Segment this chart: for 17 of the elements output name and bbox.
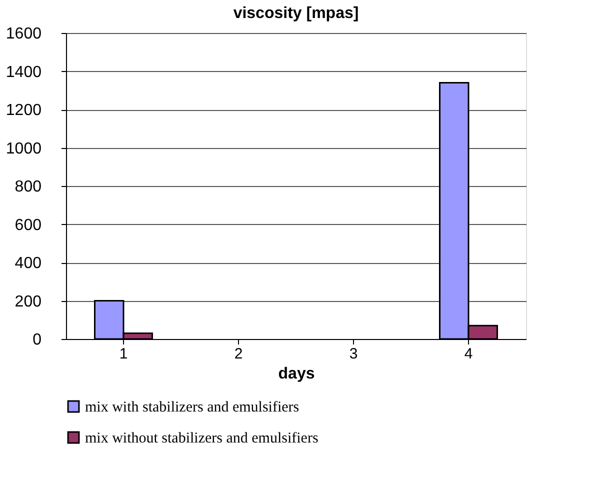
chart-title: viscosity [mpas] [233,5,359,22]
y-tick-label: 800 [14,178,42,196]
x-axis-title: days [278,366,315,382]
legend-label: mix with stabilizers and emulsifiers [85,400,300,416]
legend-label: mix without stabilizers and emulsifiers [85,430,318,446]
y-tick-label: 200 [14,293,42,310]
y-tick-label: 400 [14,255,42,272]
y-tick-label: 1600 [6,26,42,42]
x-tick-label: 3 [349,346,358,362]
x-tick-label: 1 [119,346,128,362]
y-tick-label: 1200 [6,102,42,119]
y-tick-label: 0 [32,332,42,348]
x-tick-label: 2 [234,346,243,362]
y-tick-label: 1000 [6,140,42,158]
x-tick-label: 4 [464,346,473,362]
y-tick-label: 600 [14,216,42,234]
y-tick-label: 1400 [6,64,42,81]
